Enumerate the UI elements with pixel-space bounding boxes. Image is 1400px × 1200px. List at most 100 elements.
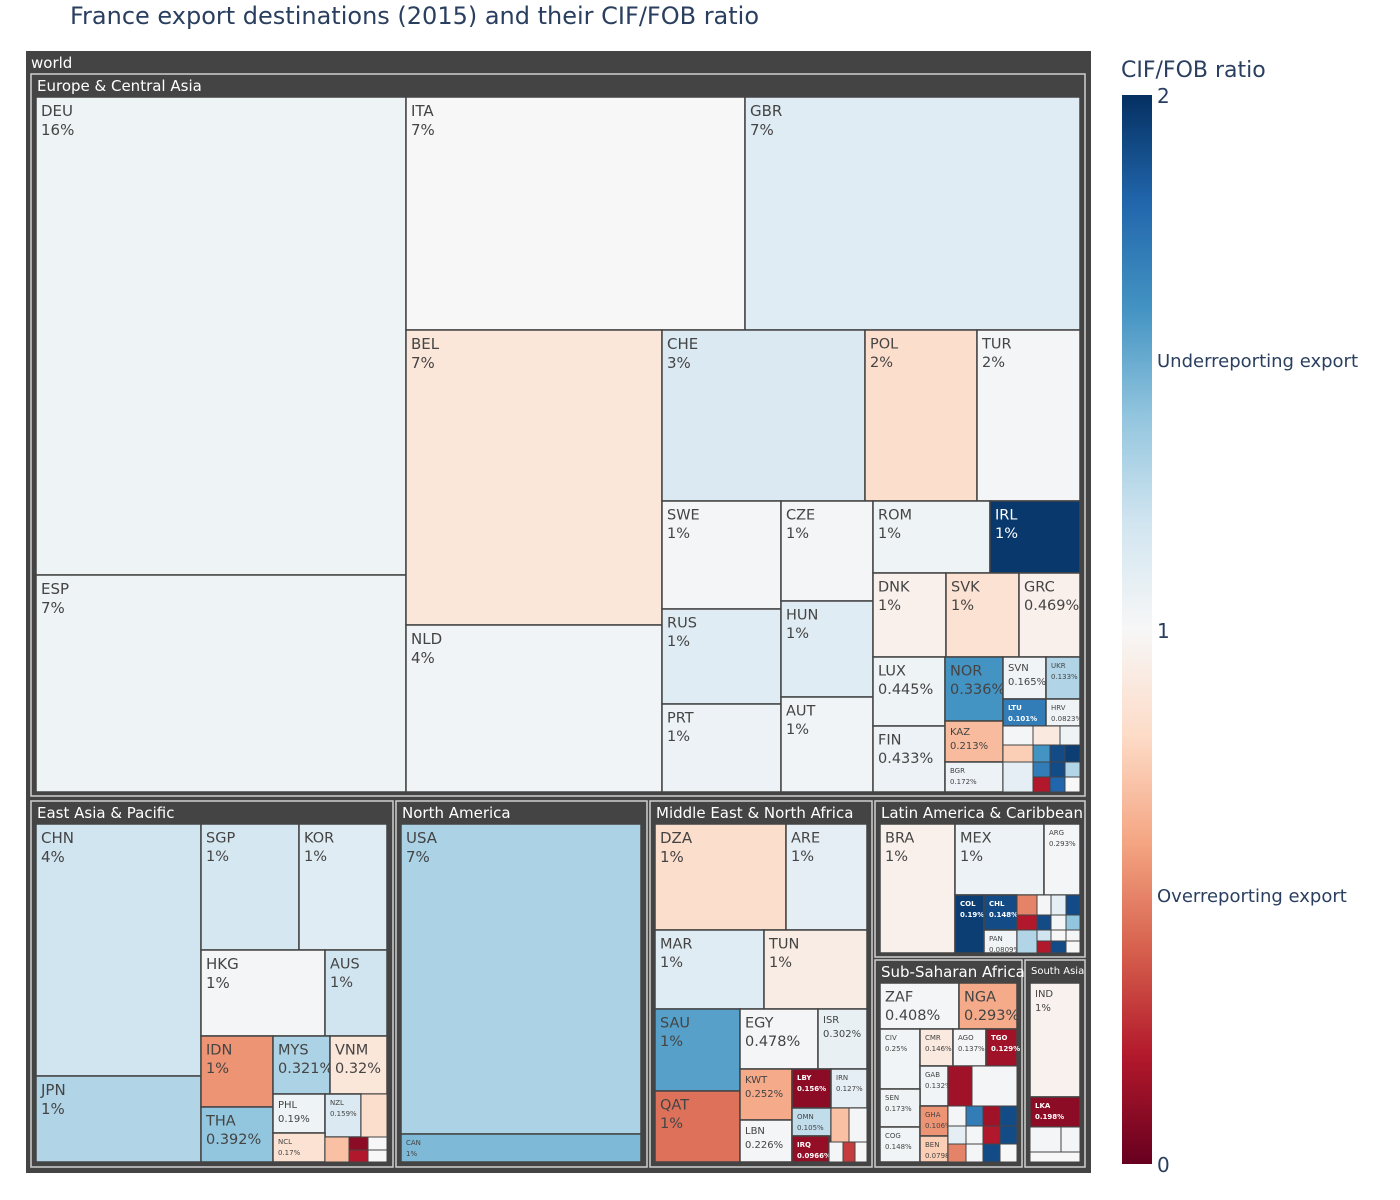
- cell-small[interactable]: [1050, 940, 1067, 954]
- cell-small[interactable]: [1049, 776, 1066, 793]
- cell-hrv[interactable]: HRV 0.0823%: [1045, 698, 1082, 727]
- cell-nga[interactable]: NGA 0.293%: [958, 982, 1019, 1030]
- cell-isr[interactable]: ISR 0.302%: [817, 1008, 868, 1070]
- cell-small[interactable]: [1036, 929, 1052, 942]
- cell-lbn[interactable]: LBN 0.226%: [739, 1119, 793, 1163]
- cell-small[interactable]: [1050, 914, 1067, 931]
- cell-tgo[interactable]: TGO 0.129%: [985, 1028, 1020, 1067]
- cell-rect[interactable]: [1029, 982, 1081, 1098]
- cell-irq[interactable]: IRQ 0.0966%: [791, 1135, 831, 1163]
- cell-mys[interactable]: MYS 0.321%: [272, 1035, 333, 1095]
- cell-gha[interactable]: GHA 0.106%: [919, 1105, 952, 1137]
- cell-small[interactable]: [965, 1105, 984, 1127]
- cell-hun[interactable]: HUN 1%: [780, 600, 874, 698]
- cell-small[interactable]: [1032, 761, 1051, 778]
- cell-small[interactable]: [348, 1149, 369, 1163]
- cell-small[interactable]: [367, 1136, 388, 1151]
- cell-small[interactable]: [1065, 940, 1081, 954]
- cell-svk[interactable]: SVK 1%: [945, 572, 1020, 658]
- cell-kor[interactable]: KOR 1%: [298, 823, 388, 951]
- cell-rect[interactable]: [976, 329, 1081, 502]
- cell-ago[interactable]: AGO 0.137%: [952, 1028, 987, 1067]
- cell-rect[interactable]: [35, 1075, 202, 1163]
- cell-cog[interactable]: COG 0.148%: [879, 1126, 921, 1163]
- cell-arg[interactable]: ARG 0.293%: [1043, 823, 1081, 896]
- cell-small[interactable]: [947, 1143, 967, 1163]
- cell-tur[interactable]: TUR 2%: [976, 329, 1081, 502]
- cell-bgr[interactable]: BGR 0.172%: [944, 761, 1004, 793]
- cell-rect[interactable]: [954, 894, 985, 954]
- cell-cze[interactable]: CZE 1%: [780, 500, 874, 602]
- cell-dnk[interactable]: DNK 1%: [872, 572, 947, 658]
- cell-rect[interactable]: [654, 929, 765, 1010]
- cell-small[interactable]: [828, 1141, 844, 1163]
- cell-small[interactable]: [1002, 744, 1034, 763]
- cell-small[interactable]: [1029, 1126, 1062, 1153]
- cell-kaz[interactable]: KAZ 0.213%: [944, 720, 1004, 763]
- cell-rect[interactable]: [1018, 572, 1081, 658]
- cell-small[interactable]: [1049, 744, 1066, 763]
- cell-small[interactable]: [1065, 929, 1081, 942]
- cell-rect[interactable]: [958, 982, 1018, 1030]
- cell-rect[interactable]: [945, 572, 1020, 658]
- cell-small[interactable]: [1036, 914, 1052, 931]
- cell-idn[interactable]: IDN 1%: [200, 1035, 274, 1108]
- cell-small[interactable]: [854, 1141, 868, 1163]
- cell-small[interactable]: [1032, 725, 1061, 746]
- cell-rect[interactable]: [1043, 823, 1081, 896]
- cell-rect[interactable]: [1002, 656, 1047, 700]
- cell-rect[interactable]: [785, 823, 868, 931]
- cell-rect[interactable]: [954, 823, 1045, 896]
- cell-mex[interactable]: MEX 1%: [954, 823, 1045, 896]
- cell-rect[interactable]: [661, 500, 782, 610]
- cell-small[interactable]: [982, 1143, 1001, 1163]
- cell-small[interactable]: [947, 1125, 967, 1145]
- cell-rect[interactable]: [661, 703, 782, 793]
- cell-rect[interactable]: [272, 1035, 331, 1095]
- cell-rect[interactable]: [661, 608, 782, 705]
- cell-rect[interactable]: [400, 823, 642, 1135]
- cell-rect[interactable]: [817, 1008, 868, 1070]
- cell-cmr[interactable]: CMR 0.146%: [919, 1028, 954, 1067]
- cell-small[interactable]: [1016, 929, 1038, 954]
- cell-phl[interactable]: PHL 0.19%: [272, 1093, 326, 1134]
- cell-small[interactable]: [965, 1125, 984, 1145]
- cell-rect[interactable]: [983, 894, 1018, 931]
- cell-are[interactable]: ARE 1%: [785, 823, 868, 931]
- cell-rect[interactable]: [654, 1090, 741, 1163]
- cell-qat[interactable]: QAT 1%: [654, 1090, 741, 1163]
- cell-can[interactable]: CAN 1%: [400, 1133, 642, 1163]
- cell-sen[interactable]: SEN 0.173%: [879, 1088, 921, 1128]
- cell-rect[interactable]: [919, 1065, 949, 1107]
- cell-rect[interactable]: [872, 572, 947, 658]
- cell-rect[interactable]: [780, 500, 874, 602]
- cell-rect[interactable]: [200, 823, 300, 951]
- cell-tun[interactable]: TUN 1%: [763, 929, 868, 1010]
- cell-rect[interactable]: [919, 1135, 949, 1163]
- cell-chl[interactable]: CHL 0.148%: [983, 894, 1018, 931]
- cell-small[interactable]: [965, 1143, 984, 1163]
- cell-ben[interactable]: BEN 0.0798%: [919, 1135, 956, 1163]
- cell-rect[interactable]: [324, 1093, 362, 1138]
- cell-small[interactable]: [999, 1143, 1018, 1163]
- cell-small[interactable]: [367, 1149, 388, 1163]
- cell-grc[interactable]: GRC 0.469%: [1018, 572, 1081, 658]
- cell-small[interactable]: [1002, 761, 1034, 793]
- cell-rect[interactable]: [830, 1068, 868, 1109]
- cell-vnm[interactable]: VNM 0.32%: [329, 1035, 388, 1095]
- cell-zaf[interactable]: ZAF 0.408%: [879, 982, 960, 1030]
- cell-rect[interactable]: [780, 696, 874, 793]
- cell-pol[interactable]: POL 2%: [864, 329, 978, 502]
- cell-prt[interactable]: PRT 1%: [661, 703, 782, 793]
- cell-small[interactable]: [1060, 1126, 1081, 1153]
- cell-sgp[interactable]: SGP 1%: [200, 823, 300, 951]
- cell-small[interactable]: [1059, 725, 1081, 746]
- cell-rect[interactable]: [654, 1008, 741, 1092]
